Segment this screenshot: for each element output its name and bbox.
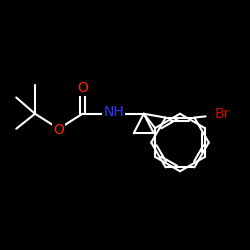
- Text: O: O: [77, 80, 88, 94]
- Text: NH: NH: [104, 106, 124, 120]
- Text: O: O: [53, 122, 64, 136]
- Text: Br: Br: [214, 107, 230, 121]
